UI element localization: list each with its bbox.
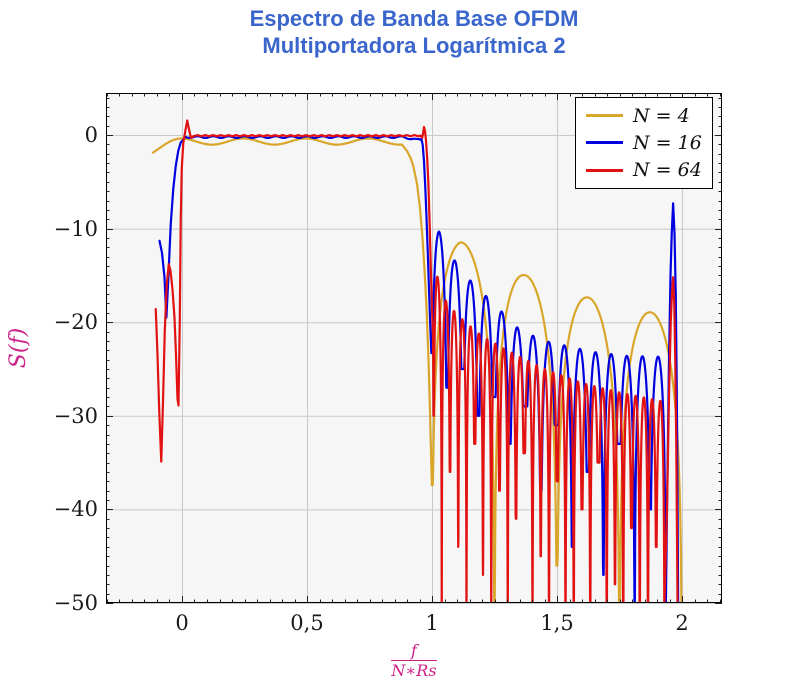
x-axis-label-numerator: f bbox=[411, 641, 417, 660]
legend-entry-label: N = 64 bbox=[633, 159, 702, 182]
x-tick-label: 1 bbox=[425, 611, 439, 635]
x-tick-label: 1,5 bbox=[540, 611, 574, 635]
y-tick-label: −10 bbox=[53, 216, 98, 241]
y-tick-label: −20 bbox=[53, 310, 98, 335]
legend-entry-label: N = 4 bbox=[633, 104, 690, 127]
legend-entry: N = 16 bbox=[576, 130, 712, 156]
x-axis-label-fraction: f N∗Rs bbox=[391, 641, 437, 680]
y-tick-label: −30 bbox=[53, 403, 98, 428]
y-tick-label: −40 bbox=[53, 497, 98, 522]
y-tick-label: 0 bbox=[84, 123, 98, 147]
legend-line-swatch bbox=[586, 141, 623, 145]
x-tick-label: 2 bbox=[675, 611, 689, 635]
legend-line-swatch bbox=[586, 168, 623, 172]
legend-line-swatch bbox=[586, 114, 623, 118]
x-axis-label: f N∗Rs bbox=[106, 642, 722, 680]
y-tick-label: −50 bbox=[53, 591, 98, 615]
legend-entry: N = 64 bbox=[576, 157, 712, 183]
legend-entry: N = 4 bbox=[576, 103, 712, 129]
x-tick-label: 0 bbox=[175, 611, 189, 635]
x-axis-label-denominator: N∗Rs bbox=[391, 660, 437, 680]
legend-entry-label: N = 16 bbox=[633, 131, 702, 154]
legend: N = 4 N = 16 N = 64 bbox=[575, 97, 713, 189]
x-tick-label: 0,5 bbox=[290, 611, 324, 635]
